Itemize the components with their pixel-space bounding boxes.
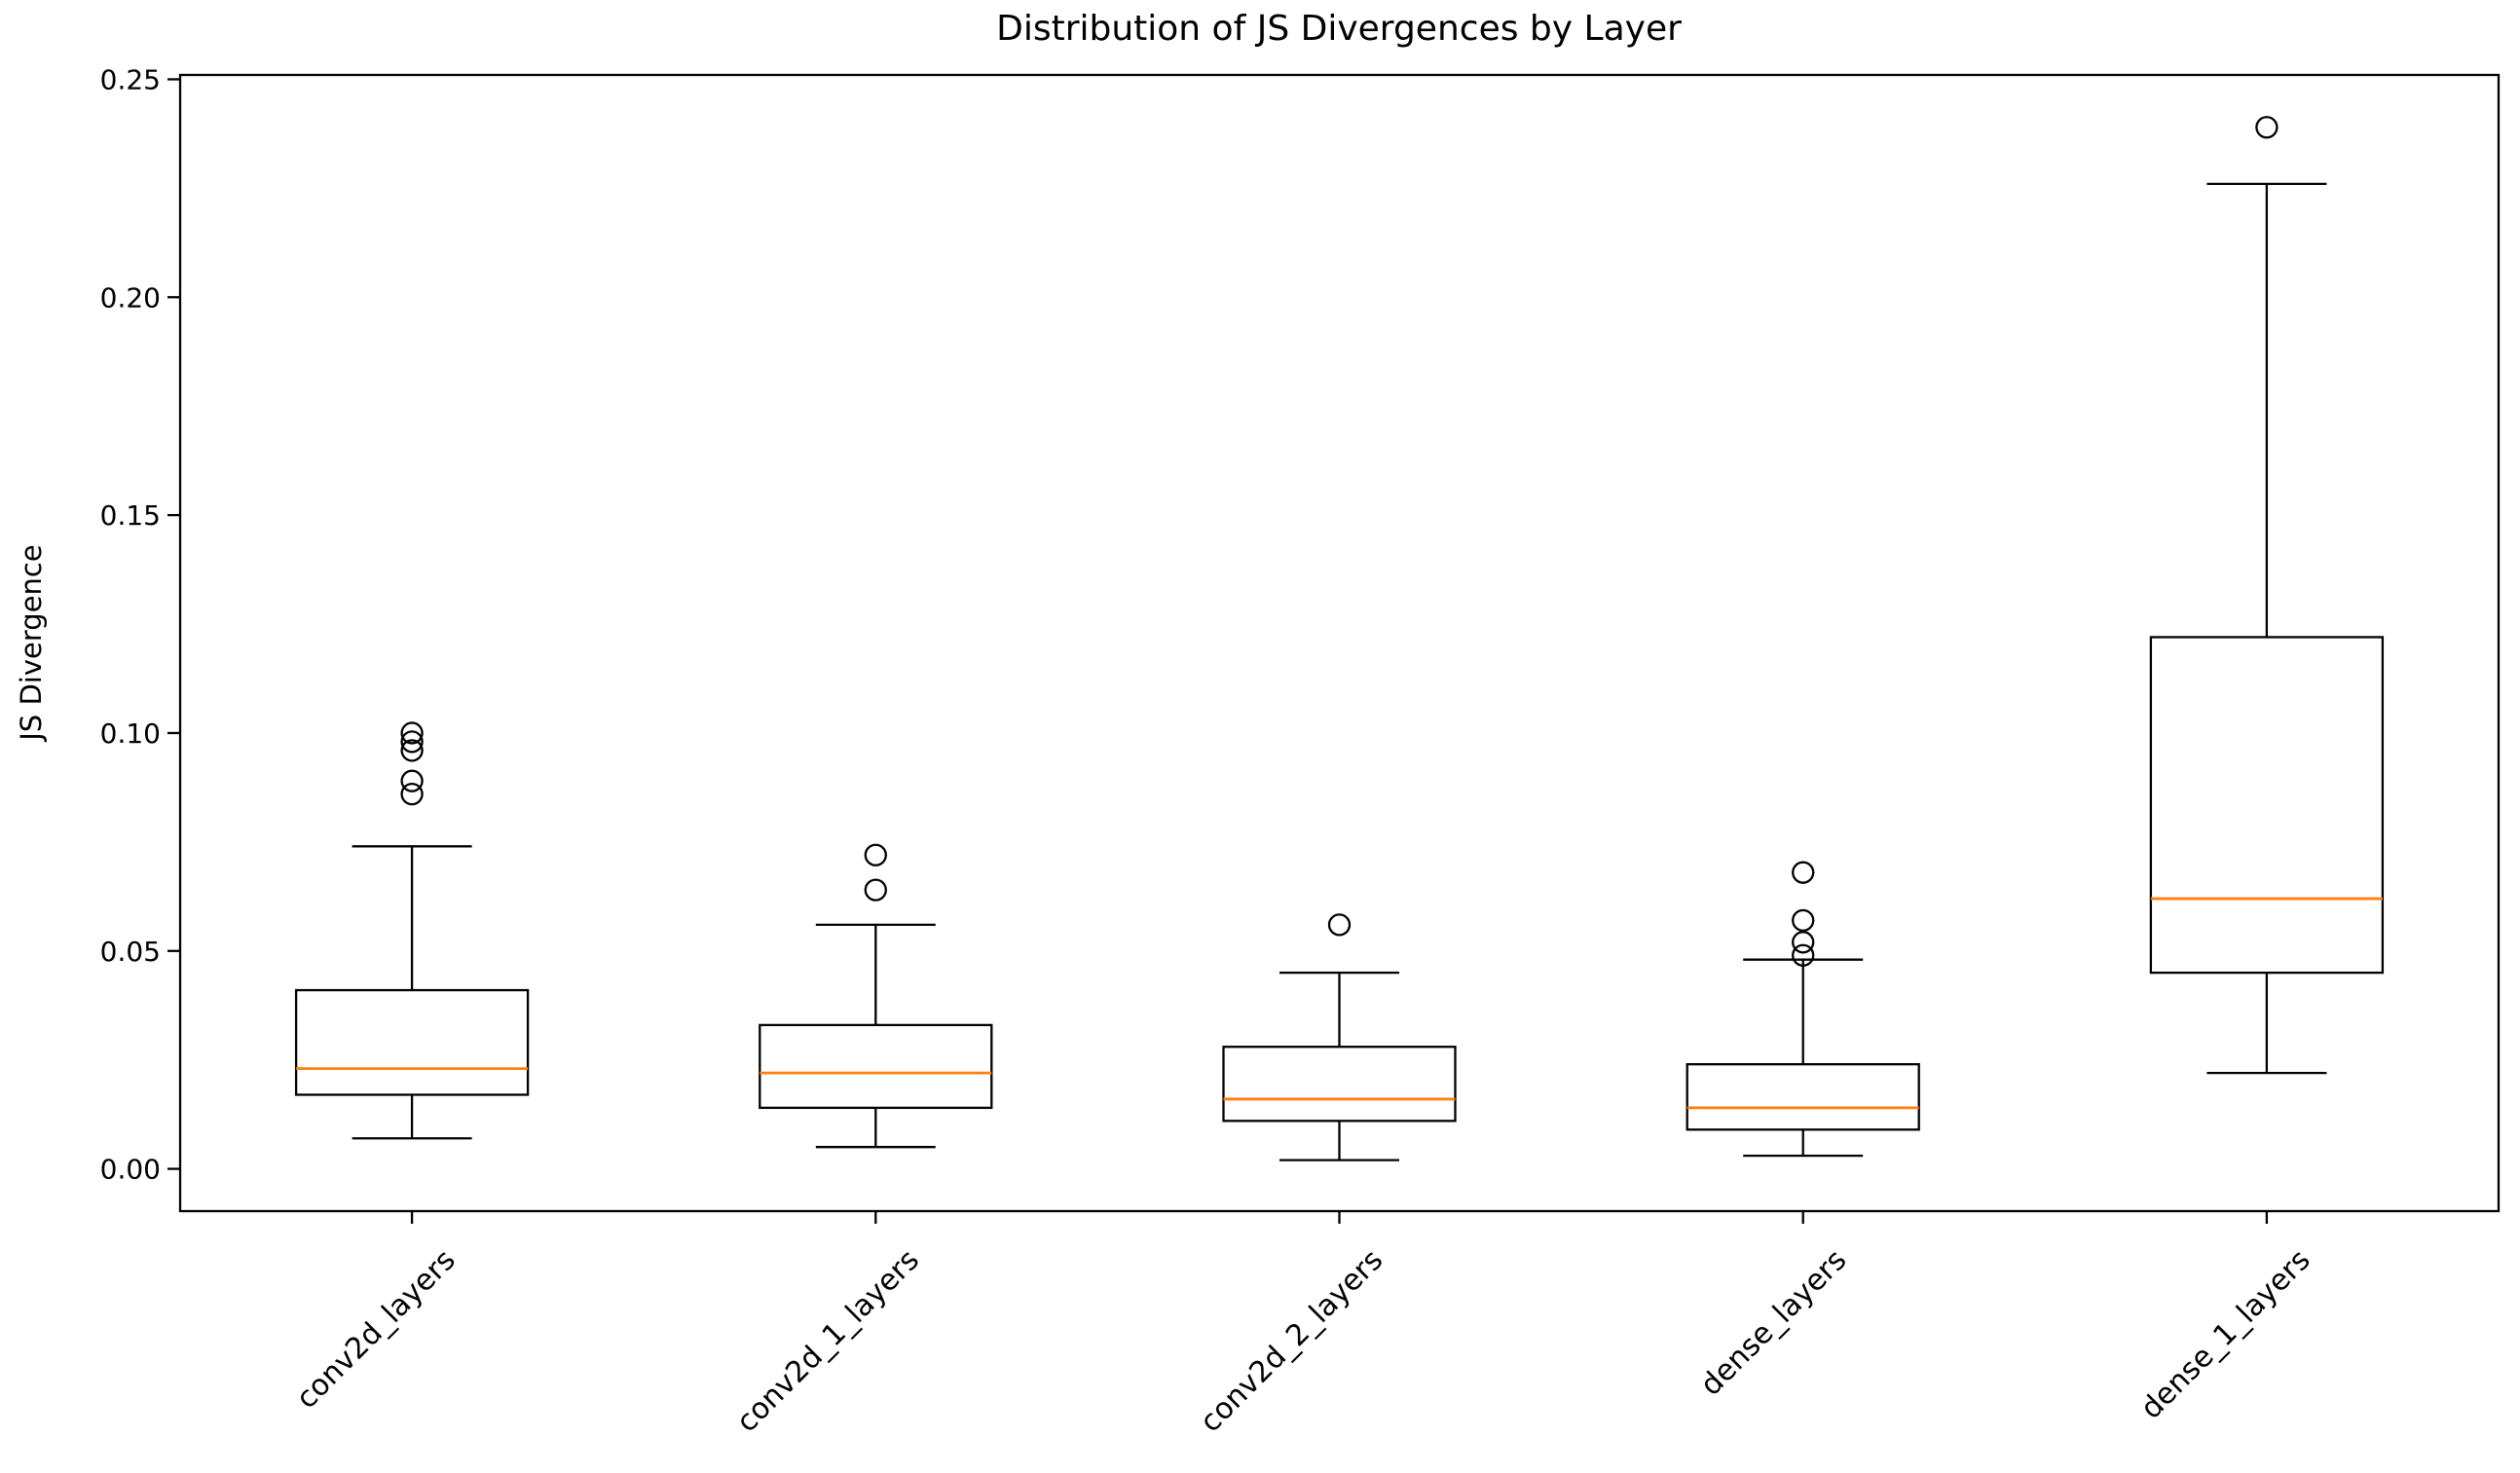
x-tick-label: conv2d_2_layers	[1194, 1243, 1390, 1439]
outlier-point	[400, 782, 424, 806]
outlier-point	[1792, 861, 1815, 884]
x-tick-label: dense_layers	[1694, 1243, 1854, 1403]
box-dense_1_layers	[2149, 636, 2385, 975]
outlier-point	[864, 843, 887, 866]
y-tick-label: 0.25	[100, 64, 161, 96]
chart-title: Distribution of JS Divergences by Layer	[996, 9, 1682, 49]
outlier-point	[1792, 908, 1815, 933]
plot-area: 0.00 0.05 0.10 0.15 0.20 0.25 conv2d_layers con…	[100, 64, 2501, 1439]
outlier-point	[1327, 913, 1352, 937]
y-tick-label: 0.00	[100, 1154, 161, 1186]
x-tick-label: dense_1_layers	[2134, 1243, 2317, 1426]
outlier-point	[1792, 931, 1815, 954]
outlier-point	[1792, 943, 1815, 967]
box-dense_layers	[1686, 1062, 1920, 1131]
outlier-point	[400, 730, 424, 754]
outlier-point	[400, 739, 424, 762]
y-axis-label: JS Divergence	[15, 544, 48, 742]
y-tick-label: 0.15	[100, 499, 161, 532]
outlier-point	[2255, 116, 2279, 139]
y-tick-label: 0.10	[100, 718, 161, 750]
box-conv2d_1_layers	[759, 1023, 993, 1110]
x-tick-label: conv2d_1_layers	[730, 1243, 926, 1439]
outlier-point	[864, 878, 887, 902]
outlier-point	[400, 721, 424, 745]
box-conv2d_2_layers	[1222, 1046, 1457, 1123]
y-tick-label: 0.05	[100, 936, 161, 968]
box-conv2d_layers	[294, 988, 530, 1096]
y-tick-label: 0.20	[100, 281, 161, 313]
x-tick-label: conv2d_layers	[290, 1243, 463, 1416]
outlier-point	[400, 769, 424, 792]
